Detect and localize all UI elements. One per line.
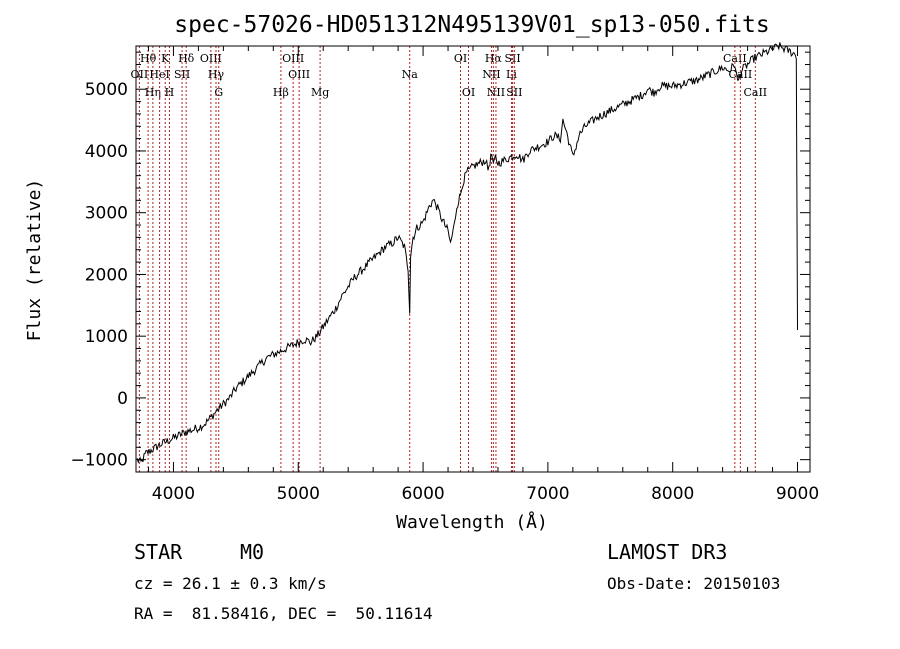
line-marker-label-3: HeI — [149, 68, 169, 81]
x-tick-label-3: 7000 — [526, 484, 569, 504]
x-tick-label-4: 8000 — [651, 484, 694, 504]
line-marker-label-22: Li — [506, 68, 517, 81]
line-marker-label-5: H — [165, 86, 175, 99]
line-marker-label-13: OIII — [288, 68, 310, 81]
line-marker-label-26: CaII — [743, 86, 767, 99]
y-axis: −1000 0 1000 2000 3000 4000 5000 — [70, 51, 810, 471]
x-axis: 4000 5000 6000 7000 8000 9000 — [147, 46, 819, 504]
line-marker-label-16: OI — [454, 52, 467, 65]
y-tick-label-1: 0 — [117, 389, 128, 409]
line-marker-label-25: CaII — [729, 68, 753, 81]
line-marker-label-19: NII — [482, 68, 500, 81]
x-tick-label-1: 5000 — [277, 484, 320, 504]
y-axis-label: Flux (relative) — [24, 179, 45, 342]
line-marker-label-20: NII — [487, 86, 505, 99]
x-tick-label-2: 6000 — [401, 484, 444, 504]
line-marker-label-24: CaII — [723, 52, 747, 65]
spectral-subclass: M0 — [240, 540, 265, 564]
ra-dec-coordinates: RA = 81.58416, DEC = 50.11614 — [134, 604, 433, 623]
line-marker-label-4: K — [161, 52, 170, 65]
redshift-cz: cz = 26.1 ± 0.3 km/s — [134, 574, 327, 593]
line-marker-label-10: G — [214, 86, 223, 99]
y-tick-label-0: −1000 — [70, 451, 128, 471]
y-tick-label-4: 3000 — [85, 204, 128, 224]
series-line-0 — [136, 42, 798, 464]
line-marker-label-21: SII — [504, 52, 520, 65]
y-tick-label-6: 5000 — [85, 80, 128, 100]
y-tick-label-2: 1000 — [85, 327, 128, 347]
line-marker-label-17: OI — [462, 86, 475, 99]
survey-name: LAMOST DR3 — [607, 540, 728, 564]
line-marker-label-12: OIII — [282, 52, 304, 65]
line-marker-label-6: SII — [174, 68, 190, 81]
chart-title: spec-57026-HD051312N495139V01_sp13-050.f… — [174, 12, 769, 38]
line-marker-label-1: OII — [131, 68, 149, 81]
line-marker-label-14: Mg — [311, 86, 329, 99]
y-tick-label-3: 2000 — [85, 265, 128, 285]
line-marker-label-23: SII — [506, 86, 522, 99]
x-axis-label: Wavelength (Å) — [396, 511, 548, 533]
object-class: STAR — [134, 540, 183, 564]
observation-date: Obs-Date: 20150103 — [607, 574, 781, 593]
plot-frame — [135, 45, 811, 473]
line-marker-label-7: Hδ — [178, 52, 195, 65]
x-tick-label-5: 9000 — [776, 484, 819, 504]
line-marker-label-18: Hα — [485, 52, 503, 65]
line-marker-label-9: Hγ — [208, 68, 225, 81]
x-tick-label-0: 4000 — [152, 484, 195, 504]
line-marker-label-0: Hθ — [140, 52, 157, 65]
line-marker-label-11: Hβ — [273, 86, 289, 99]
spectrum-series — [136, 42, 798, 464]
y-tick-label-5: 4000 — [85, 142, 128, 162]
line-marker-label-15: Na — [402, 68, 419, 81]
line-marker-label-2: Hη — [145, 86, 161, 99]
